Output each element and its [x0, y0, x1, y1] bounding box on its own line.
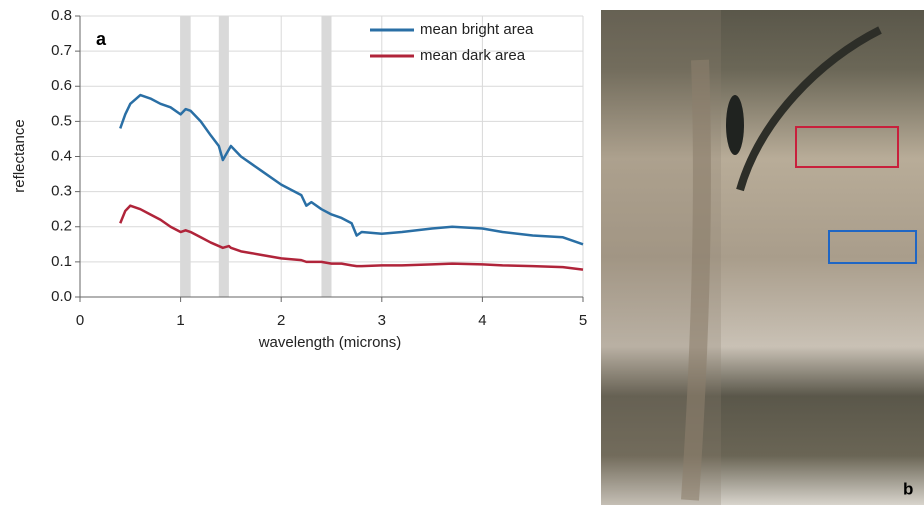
- y-tick-label: 0.6: [51, 77, 72, 94]
- x-tick-label: 4: [478, 312, 486, 329]
- legend-label: mean bright area: [420, 21, 534, 38]
- y-tick-label: 0.2: [51, 218, 72, 235]
- x-tick-label: 5: [579, 312, 587, 329]
- y-tick-label: 0.3: [51, 183, 72, 200]
- x-tick-label: 0: [76, 312, 84, 329]
- y-tick-label: 0.4: [51, 147, 72, 164]
- y-tick-label: 0.5: [51, 112, 72, 129]
- y-tick-label: 0.1: [51, 253, 72, 270]
- photo: [601, 10, 924, 505]
- bright-area-box: [828, 230, 917, 264]
- photo-vein: [736, 26, 882, 192]
- panel-label: b: [903, 479, 913, 498]
- y-tick-label: 0.8: [51, 7, 72, 24]
- x-tick-label: 3: [378, 312, 386, 329]
- image-panel: b: [601, 10, 924, 505]
- legend-label: mean dark area: [420, 47, 526, 64]
- x-tick-label: 1: [176, 312, 184, 329]
- x-axis-label: wavelength (microns): [258, 334, 402, 351]
- photo-crack: [681, 59, 711, 501]
- y-tick-label: 0.0: [51, 288, 72, 305]
- y-tick-label: 0.7: [51, 42, 72, 59]
- dark-area-box: [795, 126, 899, 168]
- photo-spot: [726, 95, 744, 155]
- series-line: [119, 93, 584, 246]
- panel-label: a: [96, 29, 107, 49]
- y-axis-label: reflectance: [11, 119, 28, 192]
- x-tick-label: 2: [277, 312, 285, 329]
- series-line: [119, 204, 584, 271]
